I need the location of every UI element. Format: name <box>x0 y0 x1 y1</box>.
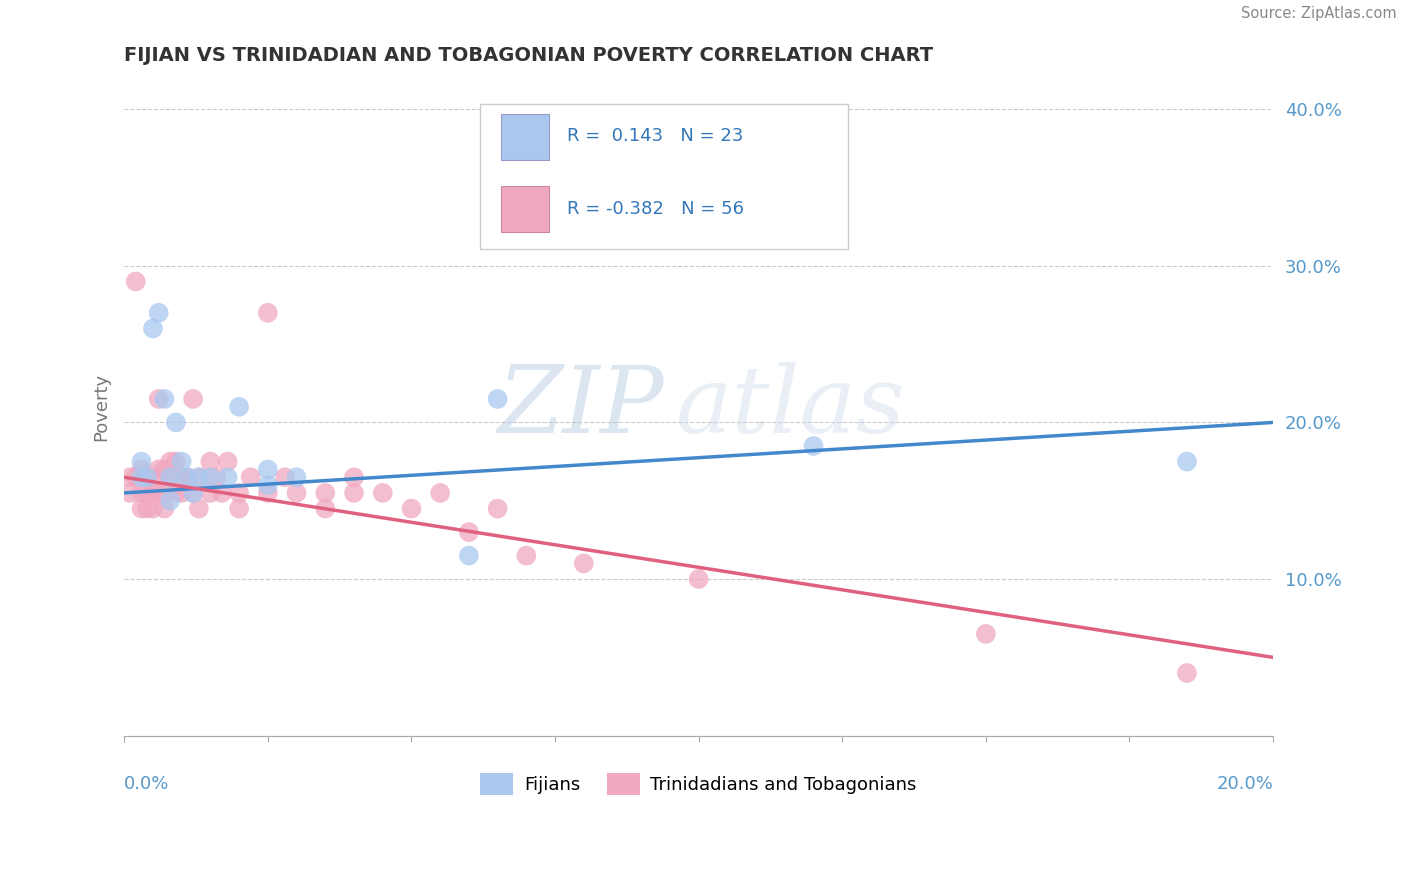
Text: 0.0%: 0.0% <box>124 775 170 793</box>
Point <box>159 454 181 468</box>
Point <box>803 439 825 453</box>
Point <box>153 462 176 476</box>
Point <box>142 486 165 500</box>
Point <box>256 462 278 476</box>
FancyBboxPatch shape <box>501 114 550 160</box>
Point <box>148 462 170 476</box>
Point <box>176 470 198 484</box>
Point <box>187 501 209 516</box>
Point <box>142 321 165 335</box>
Point <box>181 486 204 500</box>
Point <box>256 478 278 492</box>
Point <box>148 306 170 320</box>
Point <box>187 470 209 484</box>
Point <box>131 462 153 476</box>
Point <box>187 470 209 484</box>
Point <box>401 501 423 516</box>
Point <box>176 470 198 484</box>
Point <box>136 501 159 516</box>
Point <box>314 501 336 516</box>
Text: ZIP: ZIP <box>498 362 664 451</box>
Point <box>131 486 153 500</box>
Point <box>205 470 228 484</box>
Point <box>200 470 222 484</box>
Point <box>314 486 336 500</box>
Point <box>228 486 250 500</box>
Point <box>343 486 366 500</box>
Text: R =  0.143   N = 23: R = 0.143 N = 23 <box>567 127 742 145</box>
Point <box>181 486 204 500</box>
Point <box>371 486 394 500</box>
Point <box>153 392 176 406</box>
Point <box>343 470 366 484</box>
Point <box>148 486 170 500</box>
Point <box>429 486 451 500</box>
Point <box>136 470 159 484</box>
Text: R = -0.382   N = 56: R = -0.382 N = 56 <box>567 201 744 219</box>
Point <box>486 392 509 406</box>
Point <box>131 454 153 468</box>
Point <box>217 470 239 484</box>
Point <box>1175 666 1198 681</box>
Point <box>136 486 159 500</box>
Point <box>131 470 153 484</box>
Point <box>118 470 141 484</box>
Point <box>200 486 222 500</box>
Point <box>153 486 176 500</box>
Point <box>200 454 222 468</box>
Point <box>118 486 141 500</box>
Text: atlas: atlas <box>676 362 905 451</box>
Point <box>256 486 278 500</box>
Point <box>228 400 250 414</box>
Text: Source: ZipAtlas.com: Source: ZipAtlas.com <box>1240 6 1396 21</box>
Point <box>486 501 509 516</box>
Legend: Fijians, Trinidadians and Tobagonians: Fijians, Trinidadians and Tobagonians <box>474 766 924 802</box>
Point <box>148 392 170 406</box>
Point <box>181 392 204 406</box>
Point <box>239 470 262 484</box>
Point <box>153 501 176 516</box>
Text: 20.0%: 20.0% <box>1216 775 1272 793</box>
Point <box>142 470 165 484</box>
Point <box>170 486 193 500</box>
Point <box>125 470 148 484</box>
FancyBboxPatch shape <box>501 186 550 233</box>
Point <box>256 306 278 320</box>
Point <box>159 470 181 484</box>
Point <box>211 486 233 500</box>
Point <box>285 486 308 500</box>
Point <box>515 549 537 563</box>
Point <box>170 454 193 468</box>
Point <box>974 627 997 641</box>
Point <box>159 470 181 484</box>
Point <box>131 501 153 516</box>
Point <box>1175 454 1198 468</box>
FancyBboxPatch shape <box>481 104 848 249</box>
Point <box>274 470 297 484</box>
Point <box>217 454 239 468</box>
Point <box>285 470 308 484</box>
Point <box>572 557 595 571</box>
Point <box>125 275 148 289</box>
Point <box>457 549 479 563</box>
Point <box>159 493 181 508</box>
Point <box>457 525 479 540</box>
Point <box>170 470 193 484</box>
Point <box>165 486 187 500</box>
Text: FIJIAN VS TRINIDADIAN AND TOBAGONIAN POVERTY CORRELATION CHART: FIJIAN VS TRINIDADIAN AND TOBAGONIAN POV… <box>124 46 934 65</box>
Point <box>142 501 165 516</box>
Point <box>165 416 187 430</box>
Point <box>136 470 159 484</box>
Point <box>165 454 187 468</box>
Y-axis label: Poverty: Poverty <box>93 373 110 441</box>
Point <box>228 501 250 516</box>
Point <box>688 572 710 586</box>
